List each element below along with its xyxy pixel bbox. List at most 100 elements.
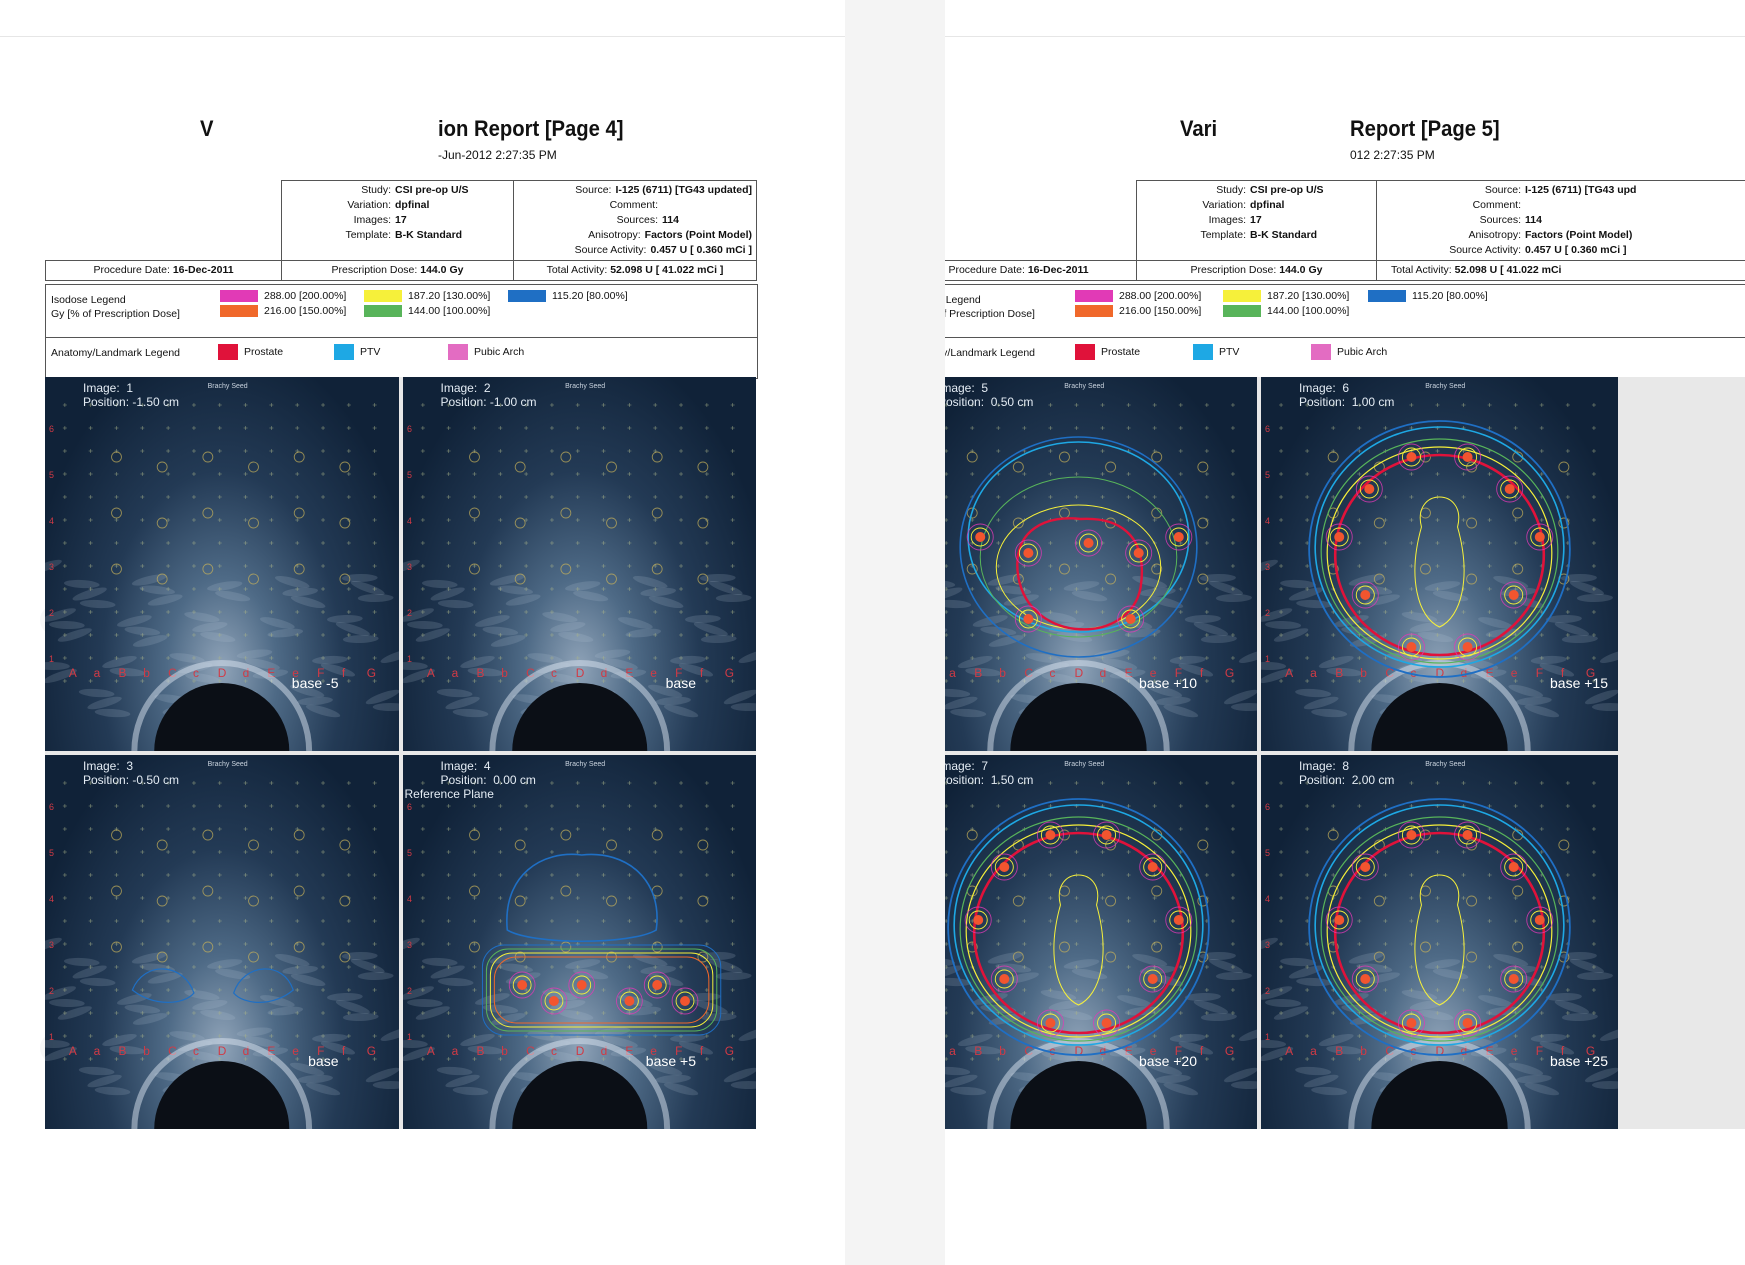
base-label: base +5	[645, 1053, 696, 1069]
report-title-left: V	[200, 116, 214, 141]
svg-text:D: D	[218, 666, 227, 680]
isodose-150-item: 216.00 [150.00%]	[220, 305, 346, 317]
svg-text:F: F	[675, 666, 682, 680]
procedure-date: Procedure Date: 16-Dec-2011	[45, 260, 282, 281]
svg-text:F: F	[1536, 1044, 1543, 1058]
svg-text:G: G	[1225, 666, 1234, 680]
svg-text:A: A	[69, 1044, 77, 1058]
svg-text:a: a	[1310, 666, 1317, 680]
svg-text:4: 4	[49, 516, 54, 526]
report-date: -Jun-2012 2:27:35 PM	[438, 148, 557, 162]
svg-text:b: b	[1360, 666, 1367, 680]
svg-text:5: 5	[406, 470, 411, 480]
svg-text:f: f	[342, 1044, 346, 1058]
report-title-right: Report [Page 5]	[1350, 116, 1500, 141]
base-label: base -5	[291, 675, 339, 691]
svg-text:D: D	[575, 666, 584, 680]
svg-text:C: C	[1385, 666, 1394, 680]
isodose-200-item: 288.00 [200.00%]	[1075, 290, 1201, 302]
svg-text:1: 1	[1265, 1032, 1270, 1042]
svg-text:f: f	[1561, 1044, 1565, 1058]
isodose-80-item: 115.20 [80.00%]	[1368, 290, 1488, 302]
anatomy-prostate-item: Prostate	[1075, 344, 1140, 360]
anatomy-pubic-arch-item: Pubic Arch	[448, 344, 524, 360]
svg-text:4: 4	[406, 516, 411, 526]
report-info-table: Study: CSI pre-op U/S Variation: dpfinal I…	[945, 180, 1745, 281]
svg-text:3: 3	[49, 940, 54, 950]
anatomy-pubic-arch-item: Pubic Arch	[1311, 344, 1387, 360]
svg-text:F: F	[1536, 666, 1543, 680]
svg-text:c: c	[550, 1044, 556, 1058]
svg-text:c: c	[1049, 1044, 1055, 1058]
isodose-130-item: 187.20 [130.00%]	[1223, 290, 1349, 302]
svg-text:3: 3	[406, 562, 411, 572]
study-info: Study: CSI pre-op U/S Variation: dpfinal I…	[281, 180, 514, 261]
svg-text:c: c	[193, 666, 199, 680]
svg-text:5: 5	[49, 470, 54, 480]
svg-text:5: 5	[406, 848, 411, 858]
anatomy-legend: Anatomy/Landmark Legend Prostate PTV Pub…	[51, 344, 525, 360]
prescription-dose: Prescription Dose: 144.0 Gy	[281, 260, 514, 281]
svg-text:c: c	[1410, 666, 1416, 680]
svg-text:D: D	[1074, 1044, 1083, 1058]
report-page-5: Vari Report [Page 5] 012 2:27:35 PM Stud…	[945, 0, 1745, 1265]
svg-text:6: 6	[1265, 802, 1270, 812]
svg-text:B: B	[974, 666, 982, 680]
panel-label: Image: 5 Position: 0.50 cm	[945, 381, 1034, 409]
svg-text:D: D	[575, 1044, 584, 1058]
svg-text:G: G	[367, 666, 376, 680]
report-page-4: V ion Report [Page 4] -Jun-2012 2:27:35 …	[0, 0, 845, 1265]
svg-text:A: A	[69, 666, 77, 680]
svg-text:C: C	[526, 1044, 535, 1058]
source-info: Source: I-125 (6711) [TG43 upd Comment: S…	[1376, 180, 1745, 261]
report-info-table: Study: CSI pre-op U/S Variation: dpfinal I…	[45, 180, 757, 281]
svg-text:1: 1	[49, 654, 54, 664]
svg-text:3: 3	[406, 940, 411, 950]
svg-text:2: 2	[1265, 608, 1270, 618]
svg-text:d: d	[243, 1044, 250, 1058]
svg-text:d: d	[1461, 1044, 1468, 1058]
report-date: 012 2:27:35 PM	[1350, 148, 1435, 162]
svg-text:G: G	[1586, 666, 1595, 680]
svg-text:E: E	[1486, 666, 1494, 680]
panel-label: Image: 7 Position: 1.50 cm	[945, 759, 1034, 787]
scan-edge-line	[0, 36, 845, 37]
svg-text:b: b	[143, 1044, 150, 1058]
base-label: base +20	[1139, 1053, 1197, 1069]
svg-text:B: B	[476, 666, 484, 680]
svg-text:e: e	[292, 666, 299, 680]
panel-label: Image: 2 Position: -1.00 cm	[440, 381, 537, 409]
study-info: Study: CSI pre-op U/S Variation: dpfinal I…	[1136, 180, 1377, 261]
svg-text:e: e	[1150, 1044, 1157, 1058]
source-info: Source: I-125 (6711) [TG43 updated] Comme…	[513, 180, 757, 261]
svg-text:C: C	[168, 1044, 177, 1058]
svg-text:G: G	[1225, 1044, 1234, 1058]
svg-text:f: f	[1561, 666, 1565, 680]
svg-text:f: f	[1200, 1044, 1204, 1058]
svg-text:6: 6	[406, 802, 411, 812]
svg-text:4: 4	[1265, 894, 1270, 904]
svg-text:2: 2	[49, 986, 54, 996]
svg-text:1: 1	[1265, 654, 1270, 664]
svg-text:E: E	[1125, 1044, 1133, 1058]
base-label: base +15	[1550, 675, 1608, 691]
svg-text:b: b	[143, 666, 150, 680]
isodose-100-item: 144.00 [100.00%]	[1223, 305, 1349, 317]
prescription-dose: Prescription Dose: 144.0 Gy	[1136, 260, 1377, 281]
isodose-150-item: 216.00 [150.00%]	[1075, 305, 1201, 317]
svg-text:C: C	[1385, 1044, 1394, 1058]
svg-text:2: 2	[406, 608, 411, 618]
anatomy-ptv-item: PTV	[1193, 344, 1239, 360]
svg-text:d: d	[600, 666, 607, 680]
